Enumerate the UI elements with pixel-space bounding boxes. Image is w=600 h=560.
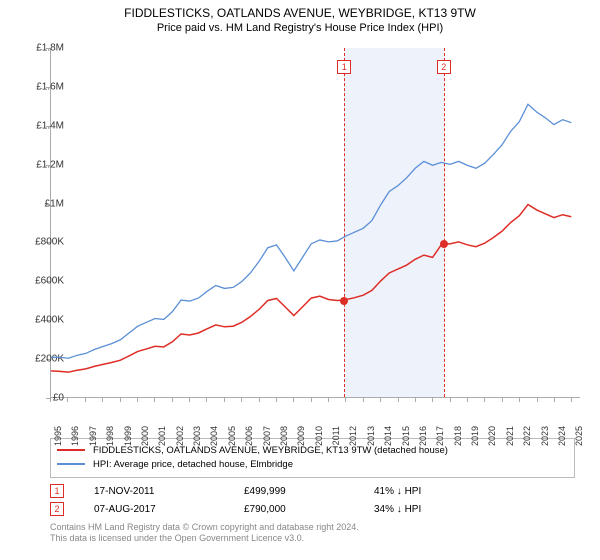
x-tick [380, 398, 381, 402]
legend-swatch [57, 449, 85, 451]
x-tick [50, 398, 51, 402]
x-tick-label: 2009 [296, 426, 306, 446]
x-tick-label: 2003 [192, 426, 202, 446]
event-dot [440, 240, 448, 248]
x-tick [345, 398, 346, 402]
x-tick-label: 2011 [331, 426, 341, 445]
x-tick [415, 398, 416, 402]
x-tick [189, 398, 190, 402]
x-tick-label: 1996 [70, 426, 80, 446]
x-tick [102, 398, 103, 402]
event-dot [340, 297, 348, 305]
x-tick [137, 398, 138, 402]
x-tick [276, 398, 277, 402]
x-tick-label: 1999 [123, 426, 133, 446]
x-tick [67, 398, 68, 402]
x-tick-label: 2012 [348, 426, 358, 446]
x-tick [154, 398, 155, 402]
x-tick-label: 2018 [453, 426, 463, 446]
marker-pct: 34% ↓ HPI [374, 504, 421, 515]
x-tick [363, 398, 364, 402]
marker-detail-row: 2 07-AUG-2017 £790,000 34% ↓ HPI [50, 500, 575, 518]
x-tick [172, 398, 173, 402]
x-tick [502, 398, 503, 402]
x-tick-label: 1997 [88, 426, 98, 446]
marker-detail-box: 2 [50, 502, 64, 516]
x-tick-label: 2017 [435, 426, 445, 446]
x-tick-label: 2020 [487, 426, 497, 446]
x-tick [259, 398, 260, 402]
x-tick [241, 398, 242, 402]
chart-lines-svg [51, 48, 580, 397]
x-tick [571, 398, 572, 402]
marker-pct: 41% ↓ HPI [374, 486, 421, 497]
footer-line-1: Contains HM Land Registry data © Crown c… [50, 522, 575, 533]
x-tick-label: 2015 [401, 426, 411, 446]
marker-date: 17-NOV-2011 [94, 486, 214, 497]
legend-row: HPI: Average price, detached house, Elmb… [57, 457, 568, 471]
marker-detail-row: 1 17-NOV-2011 £499,999 41% ↓ HPI [50, 482, 575, 500]
marker-date: 07-AUG-2017 [94, 504, 214, 515]
x-tick-label: 2004 [209, 426, 219, 446]
series-line [51, 204, 571, 372]
x-tick [293, 398, 294, 402]
x-tick [432, 398, 433, 402]
x-tick-label: 2014 [383, 426, 393, 446]
event-marker-box: 2 [437, 60, 451, 74]
x-tick-label: 2006 [244, 426, 254, 446]
x-tick [206, 398, 207, 402]
x-tick [484, 398, 485, 402]
x-tick-label: 2023 [540, 426, 550, 446]
x-tick-label: 2021 [505, 426, 515, 446]
x-tick-label: 2002 [175, 426, 185, 446]
x-tick [311, 398, 312, 402]
x-tick-label: 2019 [470, 426, 480, 446]
x-tick [120, 398, 121, 402]
x-tick-label: 2025 [574, 426, 584, 446]
event-marker-box: 1 [337, 60, 351, 74]
x-tick-label: 1998 [105, 426, 115, 446]
x-tick-label: 2007 [262, 426, 272, 446]
series-line [51, 104, 571, 358]
x-tick-label: 2000 [140, 426, 150, 446]
x-tick-label: 2022 [522, 426, 532, 446]
x-tick [224, 398, 225, 402]
x-tick [537, 398, 538, 402]
marker-price: £790,000 [244, 504, 344, 515]
footer-attribution: Contains HM Land Registry data © Crown c… [50, 522, 575, 545]
x-tick [398, 398, 399, 402]
x-tick-label: 2005 [227, 426, 237, 446]
legend-label: FIDDLESTICKS, OATLANDS AVENUE, WEYBRIDGE… [93, 445, 448, 456]
legend-label: HPI: Average price, detached house, Elmb… [93, 459, 293, 470]
x-tick [85, 398, 86, 402]
x-tick [554, 398, 555, 402]
footer-line-2: This data is licensed under the Open Gov… [50, 533, 575, 544]
x-tick-label: 2013 [366, 426, 376, 446]
chart-subtitle: Price paid vs. HM Land Registry's House … [0, 20, 600, 34]
chart-title: FIDDLESTICKS, OATLANDS AVENUE, WEYBRIDGE… [0, 0, 600, 20]
x-tick [328, 398, 329, 402]
chart-plot-area: 12 [50, 48, 580, 398]
x-tick [519, 398, 520, 402]
marker-detail-box: 1 [50, 484, 64, 498]
x-tick-label: 2001 [157, 426, 167, 446]
x-tick-label: 2010 [314, 426, 324, 446]
x-tick [467, 398, 468, 402]
x-tick [450, 398, 451, 402]
marker-detail-rows: 1 17-NOV-2011 £499,999 41% ↓ HPI 2 07-AUG-201… [50, 482, 575, 518]
legend-swatch [57, 463, 85, 465]
x-tick-label: 2024 [557, 426, 567, 446]
x-tick-label: 2008 [279, 426, 289, 446]
marker-price: £499,999 [244, 486, 344, 497]
x-tick-label: 2016 [418, 426, 428, 446]
x-tick-label: 1995 [53, 426, 63, 446]
